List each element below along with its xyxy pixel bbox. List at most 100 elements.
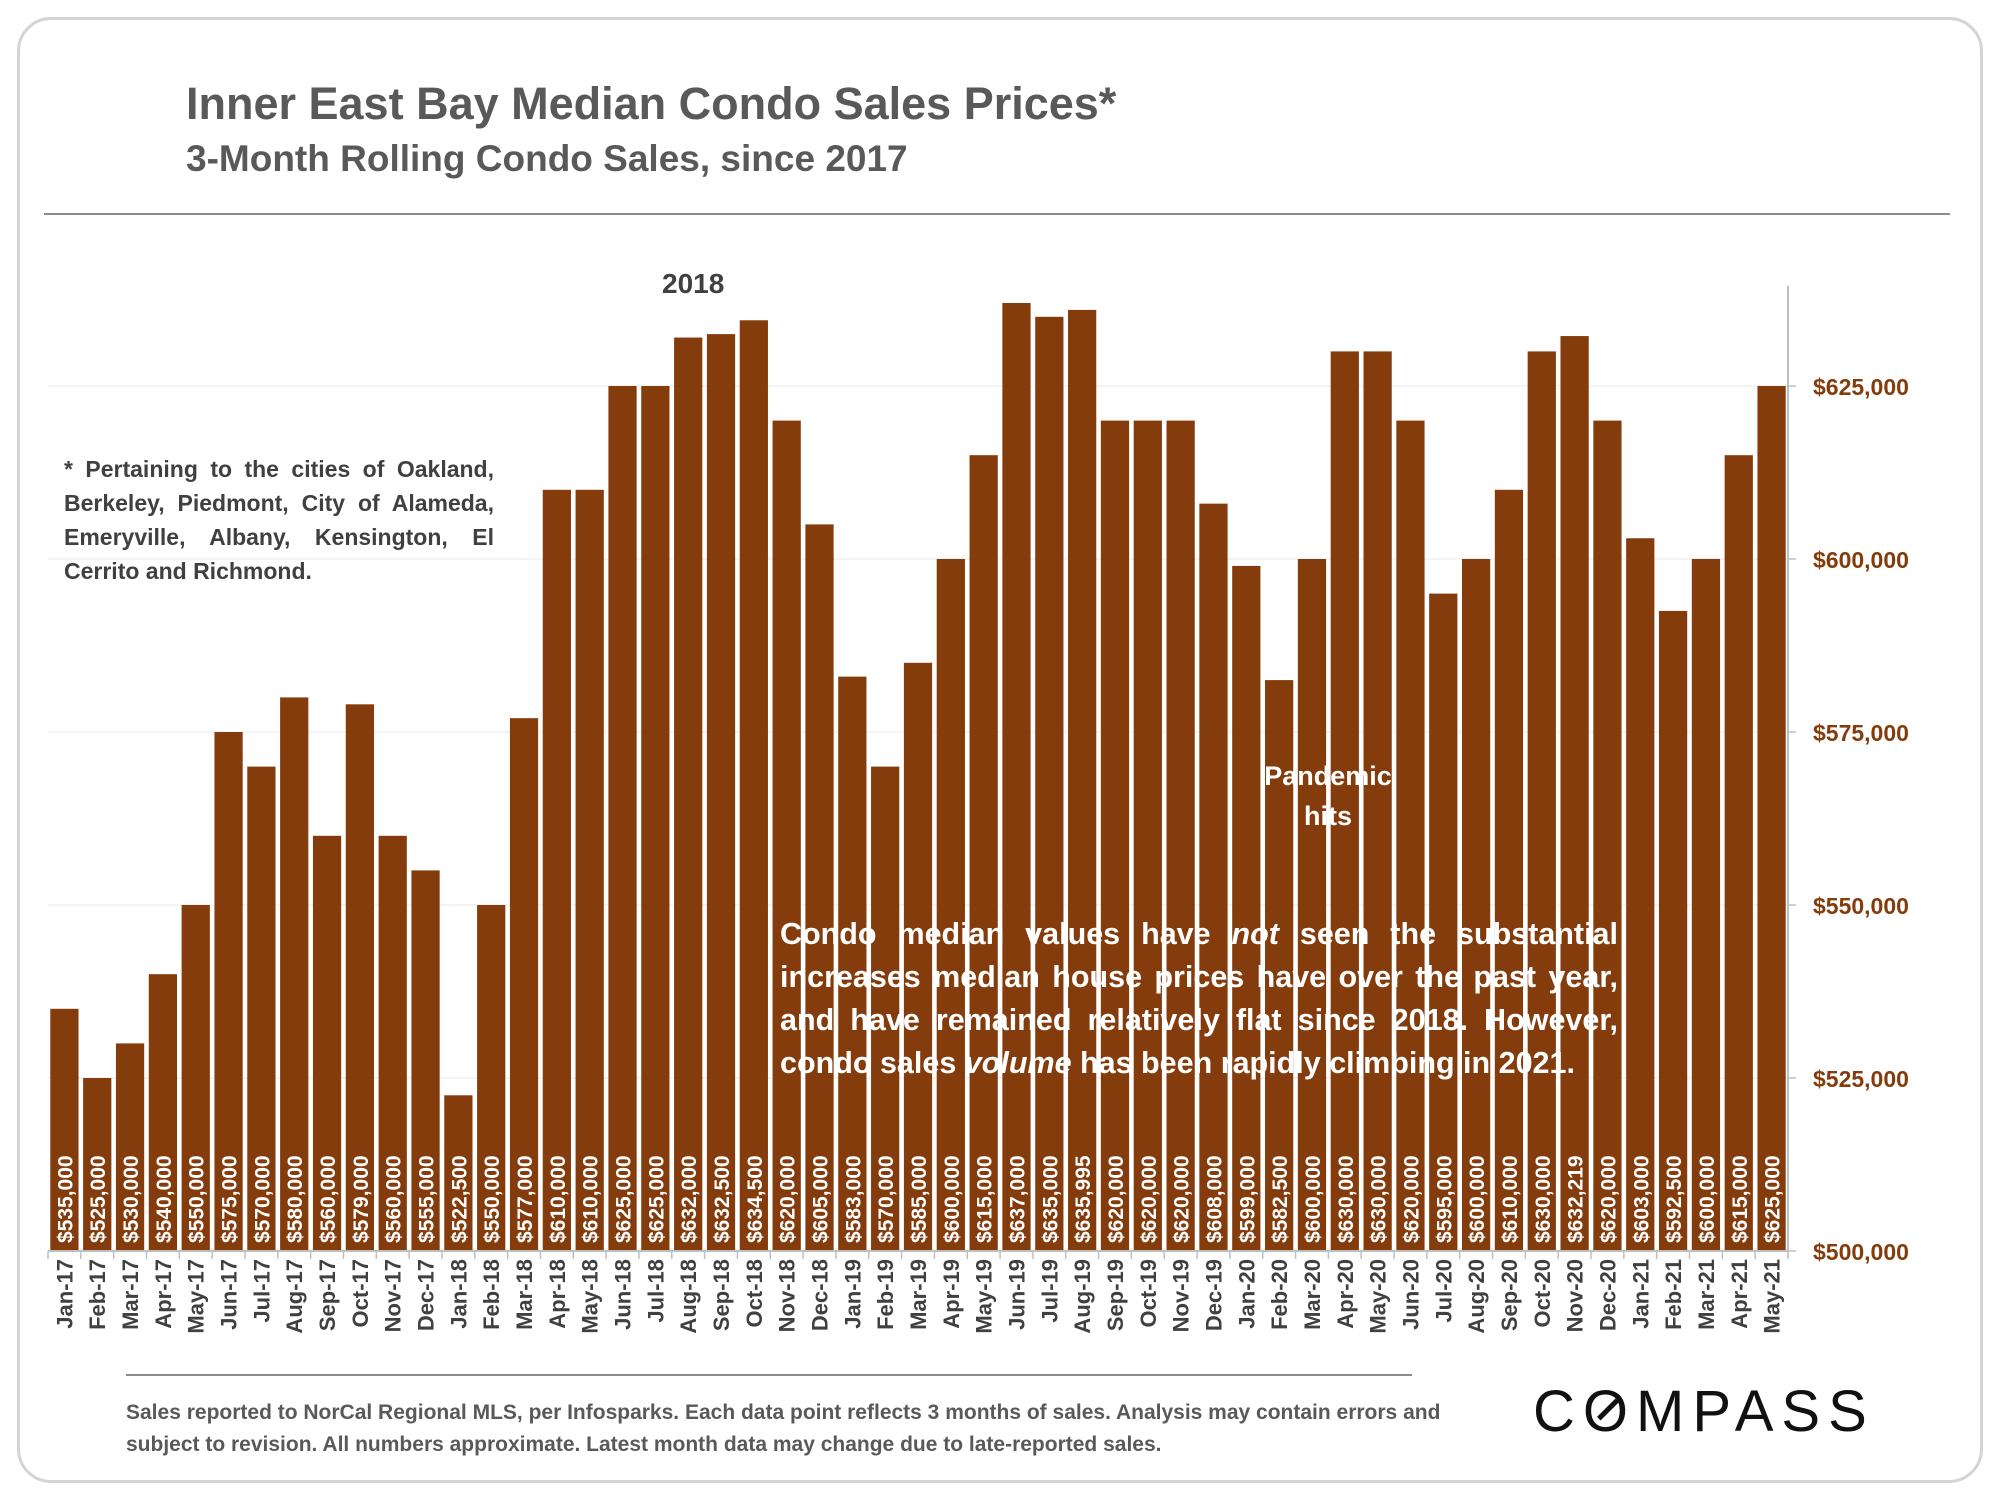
bar	[1363, 351, 1392, 1251]
bar-value-label: $615,000	[1729, 1155, 1752, 1243]
bar-value-label: $620,000	[1400, 1155, 1423, 1243]
bar	[608, 386, 637, 1251]
bar	[1658, 610, 1688, 1251]
bar-value-label: $630,000	[1532, 1155, 1555, 1243]
bar	[312, 835, 342, 1251]
bar-value-label: $610,000	[580, 1155, 603, 1243]
x-tick-label: Oct-19	[1136, 1259, 1161, 1327]
x-tick-label: Apr-20	[1333, 1259, 1358, 1329]
callout-part-2: seen the substantial increases median ho…	[780, 917, 1618, 1080]
y-tick-label: $600,000	[1813, 547, 1909, 573]
bar	[772, 420, 801, 1252]
bar-value-label: $560,000	[317, 1155, 340, 1243]
x-tick-label: Mar-20	[1300, 1259, 1325, 1330]
bar	[903, 662, 933, 1251]
y-tick-label: $550,000	[1813, 893, 1909, 919]
bar-value-label: $582,500	[1269, 1155, 1292, 1243]
x-tick-label: Apr-19	[939, 1259, 964, 1329]
x-tick-label: May-20	[1366, 1259, 1391, 1334]
x-tick-label: Dec-18	[808, 1259, 833, 1331]
x-tick-label: Jan-21	[1628, 1259, 1653, 1329]
bar-value-label: $632,219	[1565, 1155, 1588, 1243]
bar	[1232, 565, 1261, 1251]
x-tick-label: Jan-17	[52, 1259, 77, 1329]
x-tick-label: Jul-18	[643, 1259, 668, 1323]
x-tick-label: Mar-21	[1694, 1259, 1719, 1330]
x-tick-label: Sep-18	[709, 1259, 734, 1331]
bar-value-label: $583,000	[842, 1155, 865, 1243]
x-tick-label: Feb-19	[873, 1259, 898, 1330]
x-tick-label: Aug-20	[1464, 1259, 1489, 1334]
bar	[83, 1078, 112, 1251]
x-tick-label: Apr-21	[1727, 1259, 1752, 1329]
x-tick-label: May-21	[1760, 1259, 1785, 1334]
chart-card	[17, 17, 1983, 1483]
x-tick-label: Dec-20	[1595, 1259, 1620, 1331]
x-tick-label: Oct-18	[742, 1259, 767, 1327]
bar-value-label: $522,500	[448, 1155, 471, 1243]
x-tick-label: Jul-20	[1431, 1259, 1456, 1323]
bar-value-label: $620,000	[1138, 1155, 1161, 1243]
bar-value-label: $610,000	[1499, 1155, 1522, 1243]
y-tick-label: $525,000	[1813, 1066, 1909, 1092]
x-tick-label: May-19	[972, 1259, 997, 1334]
bar	[1593, 420, 1622, 1252]
chart-subtitle: 3-Month Rolling Condo Sales, since 2017	[186, 138, 908, 179]
bar	[214, 732, 243, 1251]
bar	[509, 718, 539, 1251]
bar-value-label: $579,000	[350, 1155, 373, 1243]
x-tick-label: May-18	[578, 1259, 603, 1334]
bar	[969, 455, 998, 1251]
logo-o-glyph: O	[1583, 1379, 1636, 1444]
bar-value-label: $600,000	[1696, 1155, 1719, 1243]
bar	[871, 766, 900, 1251]
footer-divider	[126, 1374, 1412, 1376]
callout-emphasis-not: not	[1231, 917, 1279, 951]
bar	[1494, 489, 1524, 1251]
x-tick-label: Aug-17	[282, 1259, 307, 1334]
x-tick-label: Aug-19	[1070, 1259, 1095, 1334]
bar	[936, 559, 965, 1251]
bar-value-label: $600,000	[1302, 1155, 1325, 1243]
cities-footnote: * Pertaining to the cities of Oakland, B…	[64, 456, 494, 584]
bar	[247, 766, 276, 1251]
bar	[706, 334, 736, 1252]
bar	[674, 337, 703, 1251]
bar	[1429, 593, 1458, 1251]
bar-value-label: $630,000	[1368, 1155, 1391, 1243]
bar-value-label: $630,000	[1335, 1155, 1358, 1243]
bar-value-label: $625,000	[645, 1155, 668, 1243]
bar	[575, 489, 604, 1251]
x-tick-label: Jul-19	[1037, 1259, 1062, 1323]
x-tick-label: Dec-19	[1201, 1259, 1226, 1331]
bar-value-label: $635,000	[1039, 1155, 1062, 1243]
x-tick-label: Nov-18	[775, 1259, 800, 1332]
bar	[1757, 386, 1786, 1251]
bar	[181, 905, 210, 1251]
x-tick-label: Oct-17	[348, 1259, 373, 1327]
bar	[280, 697, 309, 1251]
bar-value-label: $599,000	[1236, 1155, 1259, 1243]
bar-value-label: $637,000	[1006, 1155, 1029, 1243]
bar	[1724, 455, 1753, 1251]
bar	[411, 870, 440, 1251]
bar-value-label: $585,000	[908, 1155, 931, 1243]
bar-value-label: $580,000	[284, 1155, 307, 1243]
bar	[444, 1095, 473, 1251]
x-tick-label: Feb-17	[85, 1259, 110, 1330]
x-tick-label: Sep-20	[1497, 1259, 1522, 1331]
x-tick-label: Nov-19	[1169, 1259, 1194, 1332]
bar-value-label: $635,995	[1072, 1155, 1095, 1243]
bar-value-label: $603,000	[1630, 1155, 1653, 1243]
x-tick-label: Sep-17	[315, 1259, 340, 1331]
bar-value-label: $570,000	[875, 1155, 898, 1243]
bar-value-label: $620,000	[1171, 1155, 1194, 1243]
compass-logo: COMPASS	[1533, 1378, 1875, 1445]
bar-value-label: $540,000	[153, 1155, 176, 1243]
bar-value-label: $550,000	[481, 1155, 504, 1243]
bar-value-label: $550,000	[186, 1155, 209, 1243]
y-tick-label: $625,000	[1813, 374, 1909, 400]
bar	[1461, 559, 1491, 1251]
x-tick-label: Feb-21	[1661, 1259, 1686, 1330]
